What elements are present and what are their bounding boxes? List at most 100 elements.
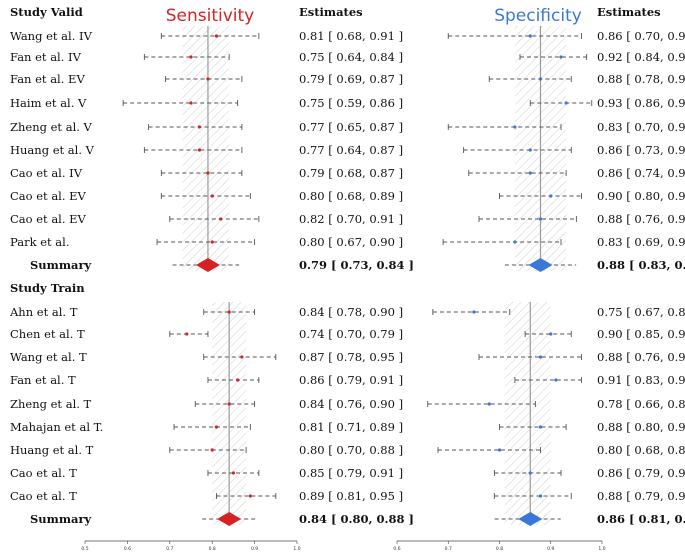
point-estimate (538, 494, 543, 498)
specificity-estimate: 0.86 [ 0.70, 0.96 ] (597, 29, 685, 43)
study-label: Fan et al. T (10, 373, 76, 387)
summary-label: Summary (30, 258, 92, 272)
specificity-estimate: 0.88 [ 0.79, 0.94 ] (597, 489, 685, 503)
point-estimate (538, 355, 543, 359)
point-estimate (219, 217, 223, 221)
study-label: Cao et al. EV (10, 189, 87, 203)
specificity-estimate: 0.86 [ 0.79, 0.92 ] (597, 466, 685, 480)
point-estimate (227, 402, 231, 406)
study-label: Cao et al. IV (10, 166, 83, 180)
sensitivity-estimate: 0.84 [ 0.78, 0.90 ] (299, 305, 403, 319)
study-label: Chen et al. T (10, 327, 85, 341)
point-estimate (214, 425, 219, 429)
summary-ci-band (182, 26, 230, 271)
point-estimate (231, 471, 235, 475)
summary-diamond (518, 512, 543, 526)
axis-tick-label: 0.5 (81, 546, 88, 552)
sensitivity-estimate: 0.87 [ 0.78, 0.95 ] (299, 350, 403, 364)
point-estimate (554, 378, 558, 382)
point-estimate (487, 402, 491, 406)
point-estimate (538, 77, 543, 81)
group-heading-valid: Study Valid (10, 5, 83, 19)
axis-tick-label: 0.6 (393, 546, 400, 552)
point-estimate (248, 494, 252, 498)
sensitivity-estimate: 0.81 [ 0.71, 0.89 ] (299, 420, 403, 434)
sensitivity-estimate: 0.77 [ 0.65, 0.87 ] (299, 120, 403, 134)
study-label: Park et al. (10, 235, 69, 249)
point-estimate (549, 332, 553, 336)
point-estimate (214, 34, 219, 38)
point-estimate (497, 448, 502, 452)
study-label: Huang et al. V (10, 143, 95, 157)
point-estimate (528, 471, 532, 475)
group-heading-train: Study Train (10, 281, 85, 295)
specificity-estimate: 0.88 [ 0.80, 0.93 ] (597, 420, 685, 434)
specificity-estimate: 0.92 [ 0.84, 0.97 ] (597, 50, 685, 64)
sensitivity-estimate: 0.85 [ 0.79, 0.91 ] (299, 466, 403, 480)
specificity-estimate: 0.90 [ 0.80, 0.96 ] (597, 189, 685, 203)
point-estimate (236, 378, 240, 382)
point-estimate (206, 77, 210, 81)
specificity-estimate: 0.88 [ 0.76, 0.96 ] (597, 350, 685, 364)
point-estimate (564, 101, 568, 105)
sensitivity-estimate: 0.81 [ 0.68, 0.91 ] (299, 29, 403, 43)
axis-tick-label: 0.9 (547, 546, 554, 552)
sensitivity-estimate: 0.75 [ 0.59, 0.86 ] (299, 96, 403, 110)
point-estimate (197, 148, 202, 152)
point-estimate (549, 194, 553, 198)
point-estimate (240, 355, 244, 359)
point-estimate (513, 125, 517, 129)
sensitivity-estimate: 0.79 [ 0.69, 0.87 ] (299, 72, 403, 86)
sensitivity-estimate: 0.86 [ 0.79, 0.91 ] (299, 373, 403, 387)
sensitivity-estimate: 0.75 [ 0.64, 0.84 ] (299, 50, 403, 64)
axis-tick-label: 0.9 (251, 546, 258, 552)
axis-tick-label: 1.0 (293, 546, 300, 552)
axis-tick-label: 0.7 (166, 546, 173, 552)
study-label: Ahn et al. T (9, 305, 78, 319)
axis-tick-label: 0.6 (124, 546, 131, 552)
study-label: Cao et al. EV (10, 212, 87, 226)
estimates-header-left: Estimates (299, 5, 363, 19)
specificity-estimate: 0.78 [ 0.66, 0.87 ] (597, 397, 685, 411)
specificity-estimate: 0.83 [ 0.69, 0.92 ] (597, 235, 685, 249)
axis-tick-label: 0.8 (209, 546, 216, 552)
point-estimate (206, 171, 210, 175)
sensitivity-estimate: 0.80 [ 0.70, 0.88 ] (299, 443, 403, 457)
axis-tick-label: 0.7 (445, 546, 452, 552)
study-label: Cao et al. T (10, 489, 77, 503)
study-label: Wang et al. T (10, 350, 87, 364)
sensitivity-estimate: 0.80 [ 0.67, 0.90 ] (299, 235, 403, 249)
study-label: Fan et al. IV (10, 50, 82, 64)
study-label: Wang et al. IV (10, 29, 93, 43)
summary-sensitivity-estimate: 0.79 [ 0.73, 0.84 ] (299, 258, 414, 272)
point-estimate (513, 240, 517, 244)
point-estimate (472, 310, 476, 314)
sensitivity-estimate: 0.74 [ 0.70, 0.79 ] (299, 327, 403, 341)
study-label: Cao et al. T (10, 466, 77, 480)
specificity-estimate: 0.93 [ 0.86, 0.98 ] (597, 96, 685, 110)
point-estimate (189, 55, 193, 59)
specificity-estimate: 0.90 [ 0.85, 0.94 ] (597, 327, 685, 341)
summary-diamond (195, 258, 220, 272)
summary-specificity-estimate: 0.88 [ 0.83, 0.93 ] (597, 258, 685, 272)
summary-specificity-estimate: 0.86 [ 0.81, 0.90 ] (597, 512, 685, 526)
point-estimate (227, 310, 231, 314)
summary-sensitivity-estimate: 0.84 [ 0.80, 0.88 ] (299, 512, 414, 526)
specificity-estimate: 0.86 [ 0.73, 0.94 ] (597, 143, 685, 157)
specificity-estimate: 0.86 [ 0.74, 0.93 ] (597, 166, 685, 180)
sensitivity-estimate: 0.77 [ 0.64, 0.87 ] (299, 143, 403, 157)
summary-diamond (528, 258, 553, 272)
summary-ci-band (504, 302, 551, 525)
sensitivity-estimate: 0.84 [ 0.76, 0.90 ] (299, 397, 403, 411)
study-label: Zheng et al. V (10, 120, 93, 134)
point-estimate (189, 101, 193, 105)
point-estimate (538, 425, 543, 429)
sensitivity-estimate: 0.82 [ 0.70, 0.91 ] (299, 212, 403, 226)
specificity-estimate: 0.91 [ 0.83, 0.96 ] (597, 373, 685, 387)
point-estimate (185, 332, 189, 336)
study-label: Mahajan et al T. (10, 420, 103, 434)
specificity-estimate: 0.83 [ 0.70, 0.92 ] (597, 120, 685, 134)
specificity-estimate: 0.80 [ 0.68, 0.88 ] (597, 443, 685, 457)
axis-tick-label: 1.0 (598, 546, 605, 552)
specificity-estimate: 0.88 [ 0.78, 0.94 ] (597, 72, 685, 86)
